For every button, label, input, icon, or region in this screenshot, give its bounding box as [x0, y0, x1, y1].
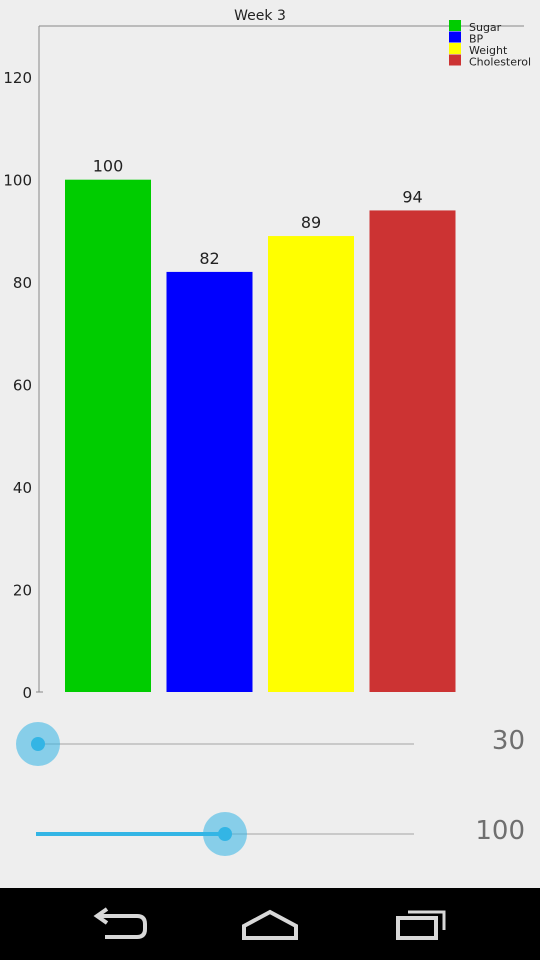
bar-sugar — [65, 179, 151, 692]
y-tick-label: 20 — [13, 582, 32, 600]
legend-label: BP — [469, 33, 484, 46]
slider-2-fill — [36, 832, 225, 836]
home-icon — [242, 909, 298, 940]
bar-data-label: 82 — [199, 249, 219, 268]
recent-apps-button[interactable] — [390, 902, 460, 946]
bar-bp — [166, 271, 253, 692]
y-tick-label: 120 — [3, 69, 32, 87]
chart-title: Week 3 — [234, 8, 286, 24]
back-button[interactable] — [85, 902, 155, 946]
slider-2-thumb-dot — [218, 827, 232, 841]
legend-label: Cholesterol — [469, 56, 531, 69]
legend-swatch-cholesterol — [449, 54, 461, 66]
slider-1-value: 30 — [491, 726, 525, 756]
legend-label: Sugar — [469, 21, 502, 34]
y-tick-label: 80 — [13, 274, 32, 292]
bar-chart: Week 3 0 20 40 60 80 100 120 100 82 89 94 SugarBPWei… — [3, 8, 531, 700]
bar-data-label: 100 — [93, 157, 124, 176]
navigation-bar — [0, 888, 540, 960]
legend-swatch-weight — [449, 43, 461, 54]
y-tick-label: 60 — [13, 377, 32, 395]
slider-1-track[interactable] — [36, 743, 414, 745]
bar-data-label: 89 — [301, 213, 321, 232]
recent-apps-icon — [396, 910, 446, 940]
bar-weight — [268, 236, 354, 693]
bar-cholesterol — [369, 210, 456, 692]
legend-swatch-bp — [449, 31, 461, 43]
back-icon — [93, 907, 147, 939]
legend-label: Weight — [469, 44, 508, 57]
slider-2-value: 100 — [475, 816, 525, 846]
home-button[interactable] — [235, 902, 305, 946]
y-tick-label: 0 — [22, 684, 32, 700]
y-tick-label: 100 — [3, 172, 32, 190]
y-tick-label: 40 — [13, 479, 32, 497]
slider-1[interactable]: 30 — [0, 714, 540, 774]
legend-swatch-sugar — [449, 20, 461, 31]
slider-2[interactable]: 100 — [0, 804, 540, 864]
slider-1-thumb-dot — [31, 737, 45, 751]
bar-data-label: 94 — [402, 187, 422, 206]
